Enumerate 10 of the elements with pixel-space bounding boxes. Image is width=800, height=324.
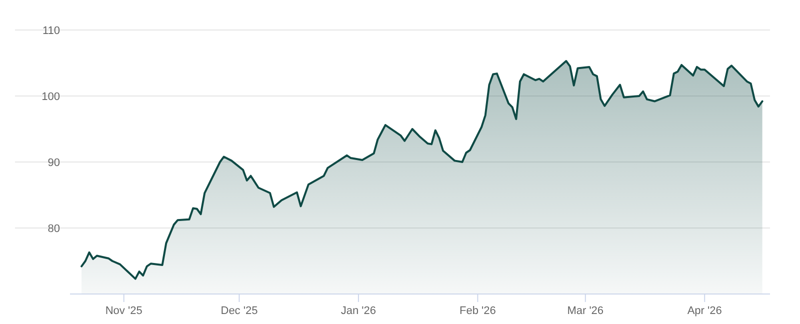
x-tick-label: Mar '26 — [567, 305, 604, 317]
y-tick-label: 90 — [48, 157, 60, 169]
x-tick-label: Nov '25 — [105, 305, 142, 317]
y-tick-label: 110 — [42, 25, 60, 37]
x-tick-label: Apr '26 — [687, 305, 722, 317]
x-tick-label: Dec '25 — [220, 305, 258, 317]
y-tick-label: 80 — [48, 223, 60, 235]
y-tick-label: 100 — [42, 91, 60, 103]
x-tick-label: Jan '26 — [340, 305, 376, 317]
x-tick-label: Feb '26 — [460, 305, 496, 317]
